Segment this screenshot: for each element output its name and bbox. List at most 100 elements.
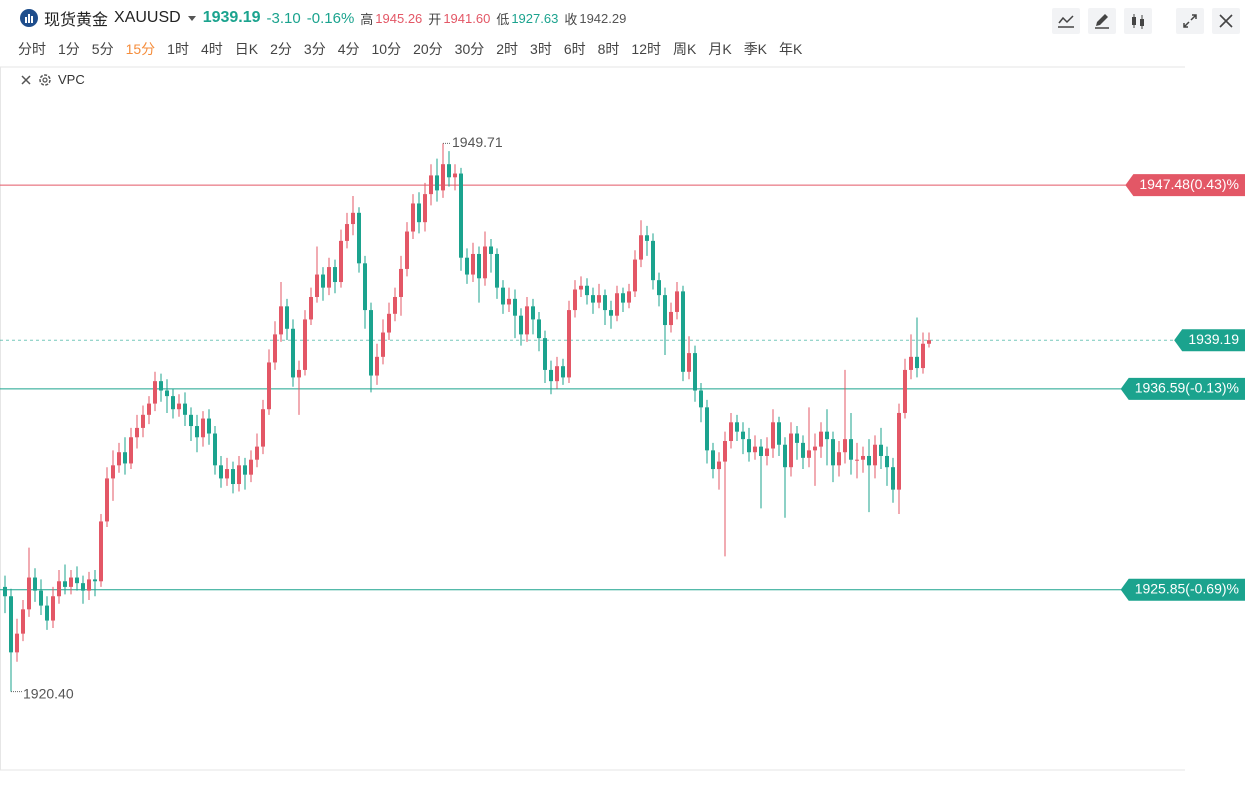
timeframe-tab[interactable]: 周K — [673, 41, 697, 57]
timeframe-tab[interactable]: 10分 — [371, 41, 402, 57]
timeframe-tab[interactable]: 日K — [234, 41, 259, 57]
dropdown-caret[interactable] — [187, 13, 197, 23]
candle-body — [315, 274, 319, 297]
candle-body — [219, 465, 223, 479]
candle-body — [339, 240, 343, 283]
candle-body — [255, 446, 259, 460]
candle-body — [519, 315, 523, 335]
timeframe-tab[interactable]: 8时 — [597, 41, 620, 57]
timeframe-tab[interactable]: 年K — [779, 41, 803, 57]
candle-body — [321, 274, 325, 288]
min-marker-label: 1920.40 — [23, 685, 74, 701]
price-tag-bg — [1125, 174, 1245, 197]
timeframe-bar: 分时 1分 5分 15分 1时 4时 日K 2分 3分 4分 10分 20分 30分 2时 3时 6时 8时 12… — [18, 39, 814, 59]
candle-body — [783, 444, 787, 468]
candle-body — [579, 285, 583, 290]
candle-body — [159, 381, 163, 391]
timeframe-tab[interactable]: 15分 — [125, 41, 156, 57]
high-value: 1945.26 — [375, 10, 423, 26]
candle-body — [57, 581, 61, 597]
candle-body — [357, 212, 361, 264]
line-tool-button[interactable] — [1052, 8, 1080, 34]
timeframe-tab[interactable]: 4时 — [200, 41, 223, 57]
timeframe-tab[interactable]: 5分 — [91, 41, 114, 57]
timeframe-tab[interactable]: 2时 — [496, 41, 519, 57]
candle-body — [309, 296, 313, 320]
candle-body — [801, 442, 805, 458]
candle-body — [831, 439, 835, 466]
timeframe-tab[interactable]: 30分 — [454, 41, 485, 57]
chart-type-button[interactable] — [1124, 8, 1152, 34]
candle-body — [915, 356, 919, 369]
timeframe-tab[interactable]: 3分 — [303, 41, 326, 57]
candle-body — [663, 295, 667, 326]
candle-body — [537, 319, 541, 339]
candle-body — [423, 194, 427, 223]
candle-body — [225, 469, 229, 479]
candle-body — [183, 403, 187, 415]
draw-button[interactable] — [1088, 8, 1116, 34]
candle-body — [711, 450, 715, 470]
instrument-name: 现货黄金 — [44, 12, 109, 29]
timeframe-tab[interactable]: 12时 — [631, 41, 661, 57]
candle-body — [531, 306, 535, 320]
candle-body — [867, 455, 871, 466]
candle-body — [21, 609, 25, 634]
candle-body — [597, 295, 601, 303]
timeframe-tab[interactable]: 1时 — [167, 41, 189, 57]
candle-body — [441, 164, 445, 191]
candle-body — [507, 298, 511, 305]
timeframe-tab[interactable]: 3时 — [530, 41, 552, 57]
candle-body — [327, 267, 331, 288]
candle-body — [393, 296, 397, 314]
close-icon[interactable] — [20, 74, 32, 86]
price-lines — [0, 184, 1185, 591]
timeframe-tab[interactable]: 分时 — [18, 41, 46, 57]
timeframe-tab[interactable]: 6时 — [563, 41, 586, 57]
candle-body — [195, 426, 199, 438]
high-label: 高 — [360, 11, 374, 27]
symbol[interactable]: XAUUSD — [114, 9, 181, 26]
candle-body — [123, 452, 127, 464]
candle-body — [885, 455, 889, 468]
candle-body — [501, 287, 505, 305]
candle-body — [399, 268, 403, 297]
candle-body — [657, 280, 661, 296]
candle-body — [495, 253, 499, 288]
timeframe-tab[interactable]: 季K — [743, 41, 768, 57]
candle-body — [891, 467, 895, 490]
settings-icon[interactable] — [38, 73, 52, 87]
price-tag: 1936.59(-0.13)% — [1120, 377, 1245, 400]
price-tag-label: 1925.85(-0.69)% — [1135, 580, 1239, 596]
last-price: 1939.19 — [202, 9, 261, 26]
candle-body — [87, 579, 91, 591]
candle-body — [813, 446, 817, 451]
candle-body — [549, 369, 553, 382]
candle-body — [459, 173, 463, 258]
candle-body — [687, 353, 691, 372]
candle-body — [435, 175, 439, 191]
price-tag: 1939.19 — [1174, 329, 1245, 352]
candle-body — [717, 461, 721, 470]
candle-body — [135, 427, 139, 438]
timeframe-tab[interactable]: 1分 — [58, 41, 80, 57]
candle-body — [861, 455, 865, 460]
candle-body — [261, 409, 265, 447]
timeframe-tab[interactable]: 月K — [708, 41, 732, 57]
fullscreen-button[interactable] — [1176, 8, 1204, 34]
candle-body — [747, 439, 751, 453]
candle-body — [291, 328, 295, 378]
change: -3.10 — [266, 9, 301, 27]
change-pct: -0.16% — [306, 9, 355, 27]
timeframe-tab[interactable]: 2分 — [270, 41, 292, 57]
candle-body — [621, 293, 625, 303]
timeframe-tab[interactable]: 4分 — [337, 41, 360, 57]
candle-body — [213, 433, 217, 466]
candle-body — [93, 579, 97, 582]
candle-body — [99, 521, 103, 582]
close-button[interactable] — [1212, 8, 1240, 34]
candle-body — [669, 311, 673, 326]
candle-body — [387, 313, 391, 333]
timeframe-tab[interactable]: 20分 — [413, 41, 443, 57]
candle-body — [573, 289, 577, 311]
